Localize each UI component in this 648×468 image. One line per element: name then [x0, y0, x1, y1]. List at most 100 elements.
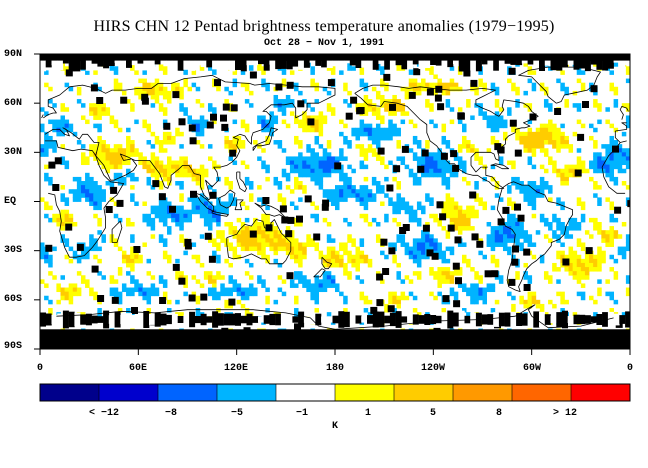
anomaly-cell — [134, 176, 139, 182]
anomaly-cell — [613, 140, 619, 145]
anomaly-cell — [126, 308, 131, 313]
anomaly-cell — [130, 144, 135, 149]
anomaly-cell — [347, 234, 352, 239]
anomaly-cell — [101, 140, 106, 145]
anomaly-cell — [294, 135, 299, 141]
anomaly-cell — [97, 193, 102, 198]
anomaly-cell — [162, 140, 168, 145]
anomaly-cell — [453, 271, 459, 276]
anomaly-cell — [363, 185, 369, 190]
anomaly-cell — [281, 197, 287, 202]
anomaly-cell — [281, 172, 287, 178]
anomaly-cell — [441, 140, 447, 145]
anomaly-cell — [359, 291, 365, 297]
anomaly-cell — [609, 86, 615, 92]
anomaly-cell — [617, 152, 623, 157]
anomaly-cell — [363, 258, 369, 264]
anomaly-cell — [396, 271, 401, 276]
anomaly-cell — [470, 86, 475, 92]
anomaly-cell — [404, 246, 410, 252]
anomaly-cell — [167, 156, 172, 161]
anomaly-cell — [117, 217, 123, 223]
anomaly-cell — [363, 99, 369, 104]
anomaly-cell — [306, 287, 311, 293]
anomaly-cell — [470, 267, 475, 272]
anomaly-cell — [359, 254, 365, 260]
anomaly-cell — [314, 135, 320, 141]
anomaly-cell — [93, 152, 98, 157]
anomaly-cell — [232, 82, 238, 88]
anomaly-cell — [408, 209, 414, 215]
anomaly-cell — [105, 164, 111, 170]
missing-data-cell — [166, 314, 173, 325]
missing-data-cell — [279, 205, 287, 213]
anomaly-cell — [580, 123, 586, 129]
anomaly-cell — [199, 201, 205, 206]
anomaly-cell — [531, 131, 537, 137]
anomaly-cell — [531, 205, 537, 211]
anomaly-cell — [359, 201, 365, 206]
missing-data-cell — [141, 93, 149, 101]
colorbar-label-5: 5 — [429, 408, 437, 419]
anomaly-cell — [68, 295, 74, 301]
anomaly-cell — [605, 144, 610, 149]
anomaly-cell — [294, 168, 299, 174]
anomaly-cell — [339, 189, 344, 194]
anomaly-cell — [216, 86, 221, 92]
anomaly-cell — [572, 250, 578, 256]
anomaly-cell — [548, 189, 553, 194]
anomaly-cell — [240, 295, 246, 301]
anomaly-cell — [167, 181, 172, 186]
anomaly-cell — [404, 250, 410, 256]
missing-data-cell — [212, 60, 219, 70]
anomaly-cell — [126, 221, 131, 227]
missing-data-cell — [469, 191, 477, 199]
anomaly-cell — [228, 246, 233, 252]
anomaly-cell — [212, 295, 217, 301]
anomaly-cell — [568, 267, 574, 272]
anomaly-cell — [437, 160, 442, 166]
anomaly-cell — [199, 123, 205, 129]
anomaly-cell — [564, 226, 569, 231]
anomaly-cell — [367, 258, 373, 264]
anomaly-cell — [248, 242, 254, 247]
anomaly-cell — [408, 148, 414, 153]
anomaly-cell — [162, 119, 168, 125]
anomaly-cell — [593, 217, 598, 223]
anomaly-cell — [466, 221, 471, 227]
anomaly-cell — [322, 262, 328, 268]
anomaly-cell — [240, 70, 246, 75]
anomaly-cell — [363, 107, 369, 112]
anomaly-cell — [44, 152, 49, 157]
anomaly-cell — [560, 181, 565, 186]
anomaly-cell — [240, 123, 246, 129]
anomaly-cell — [314, 172, 320, 178]
missing-data-cell — [435, 315, 442, 324]
anomaly-cell — [195, 295, 201, 301]
anomaly-cell — [527, 234, 533, 239]
anomaly-cell — [216, 230, 221, 235]
missing-data-cell — [562, 60, 568, 68]
anomaly-cell — [113, 172, 119, 178]
anomaly-cell — [490, 238, 496, 243]
anomaly-cell — [167, 226, 172, 231]
anomaly-cell — [80, 103, 86, 108]
anomaly-cell — [97, 312, 102, 317]
anomaly-cell — [216, 254, 221, 260]
anomaly-cell — [576, 148, 582, 153]
anomaly-cell — [52, 127, 57, 133]
anomaly-cell — [48, 254, 53, 260]
anomaly-cell — [576, 242, 582, 247]
anomaly-cell — [617, 156, 623, 161]
anomaly-cell — [416, 181, 422, 186]
anomaly-cell — [257, 234, 262, 239]
anomaly-cell — [322, 254, 328, 260]
anomaly-cell — [183, 209, 188, 215]
anomaly-cell — [404, 275, 410, 280]
anomaly-cell — [265, 295, 270, 301]
anomaly-cell — [269, 242, 274, 247]
missing-data-cell — [178, 118, 186, 126]
missing-data-cell — [143, 311, 150, 328]
anomaly-cell — [130, 148, 135, 153]
anomaly-cell — [388, 291, 393, 297]
